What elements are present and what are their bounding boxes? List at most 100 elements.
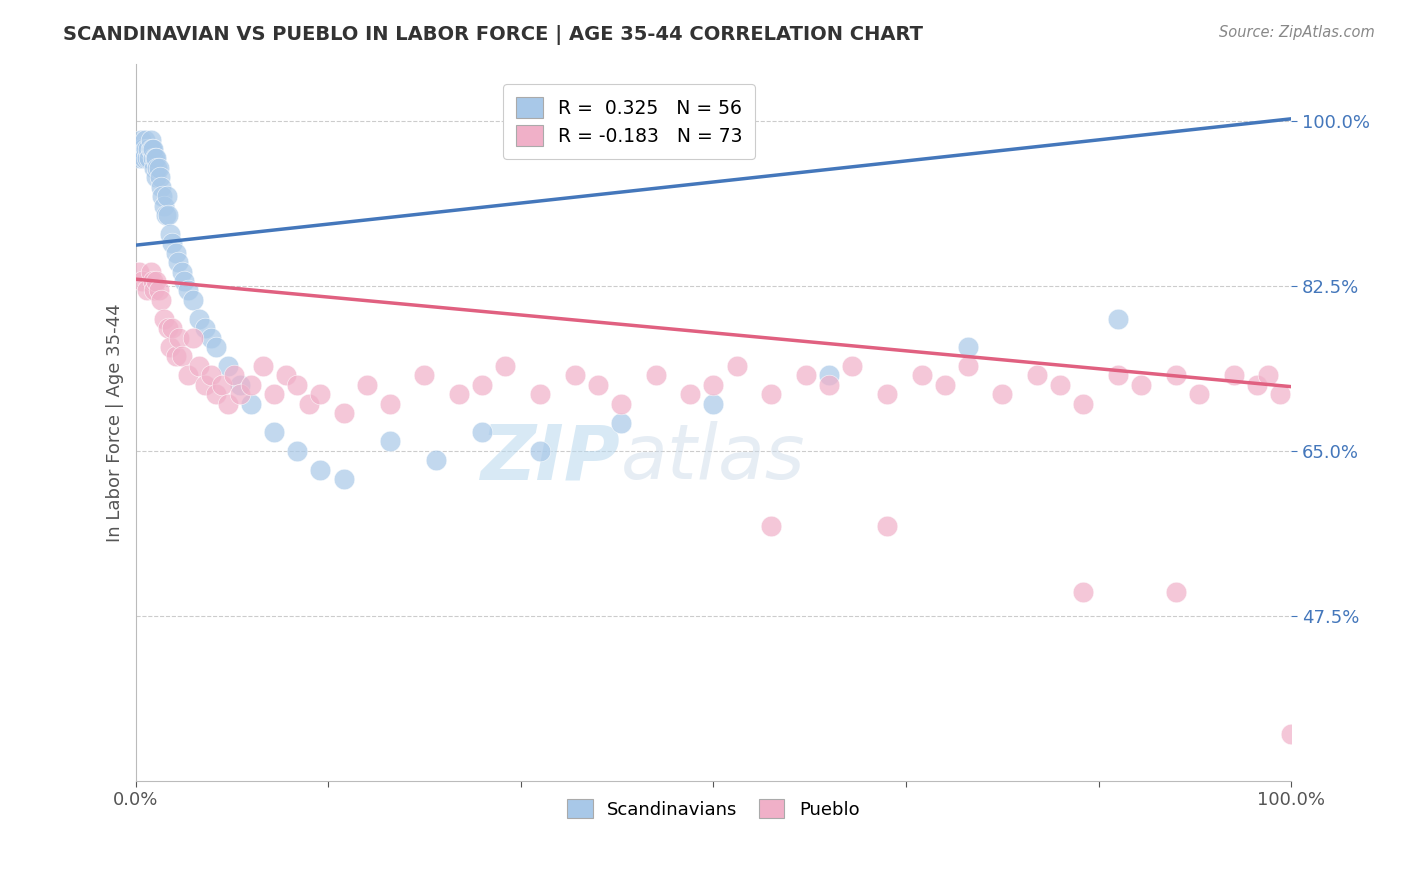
Point	[610, 416, 633, 430]
Point	[188, 311, 211, 326]
Point	[142, 142, 165, 156]
Point	[240, 377, 263, 392]
Point	[153, 198, 176, 212]
Point	[1222, 368, 1244, 383]
Point	[263, 425, 285, 439]
Point	[934, 377, 956, 392]
Point	[139, 142, 162, 156]
Point	[165, 245, 187, 260]
Point	[298, 397, 321, 411]
Point	[1073, 397, 1095, 411]
Point	[170, 264, 193, 278]
Point	[356, 377, 378, 392]
Point	[1107, 311, 1129, 326]
Point	[143, 284, 166, 298]
Point	[240, 397, 263, 411]
Point	[205, 340, 228, 354]
Point	[309, 387, 332, 401]
Point	[181, 331, 204, 345]
Point	[679, 387, 702, 401]
Point	[702, 397, 724, 411]
Point	[309, 463, 332, 477]
Point	[194, 377, 217, 392]
Point	[228, 377, 250, 392]
Point	[564, 368, 586, 383]
Point	[149, 293, 172, 307]
Point	[129, 152, 152, 166]
Text: ZIP: ZIP	[481, 421, 621, 495]
Point	[586, 377, 609, 392]
Point	[332, 406, 354, 420]
Point	[263, 387, 285, 401]
Point	[156, 321, 179, 335]
Point	[170, 350, 193, 364]
Point	[136, 152, 159, 166]
Point	[1246, 377, 1268, 392]
Point	[1268, 387, 1291, 401]
Point	[818, 368, 841, 383]
Point	[142, 152, 165, 166]
Text: Source: ZipAtlas.com: Source: ZipAtlas.com	[1219, 25, 1375, 40]
Point	[471, 425, 494, 439]
Point	[818, 377, 841, 392]
Point	[252, 359, 274, 373]
Point	[702, 377, 724, 392]
Point	[644, 368, 666, 383]
Point	[1281, 727, 1303, 741]
Point	[141, 142, 163, 156]
Point	[167, 255, 190, 269]
Point	[1026, 368, 1049, 383]
Point	[413, 368, 436, 383]
Point	[136, 142, 159, 156]
Point	[285, 377, 308, 392]
Point	[153, 311, 176, 326]
Point	[181, 293, 204, 307]
Point	[1130, 377, 1153, 392]
Point	[173, 274, 195, 288]
Point	[1107, 368, 1129, 383]
Point	[956, 359, 979, 373]
Point	[136, 284, 159, 298]
Point	[761, 519, 783, 533]
Point	[156, 189, 179, 203]
Point	[910, 368, 932, 383]
Point	[425, 453, 447, 467]
Point	[139, 132, 162, 146]
Point	[149, 179, 172, 194]
Text: atlas: atlas	[621, 421, 806, 495]
Point	[188, 359, 211, 373]
Point	[211, 377, 233, 392]
Point	[725, 359, 748, 373]
Point	[159, 227, 181, 241]
Point	[841, 359, 863, 373]
Point	[761, 387, 783, 401]
Point	[131, 142, 153, 156]
Point	[148, 284, 170, 298]
Point	[274, 368, 297, 383]
Point	[332, 472, 354, 486]
Point	[143, 152, 166, 166]
Point	[876, 387, 898, 401]
Point	[449, 387, 471, 401]
Point	[149, 170, 172, 185]
Point	[228, 387, 250, 401]
Point	[876, 519, 898, 533]
Point	[956, 340, 979, 354]
Point	[138, 152, 160, 166]
Point	[1257, 368, 1279, 383]
Point	[134, 132, 156, 146]
Point	[529, 387, 551, 401]
Point	[217, 359, 239, 373]
Point	[135, 142, 157, 156]
Legend: Scandinavians, Pueblo: Scandinavians, Pueblo	[560, 791, 866, 826]
Point	[529, 443, 551, 458]
Point	[194, 321, 217, 335]
Point	[200, 331, 222, 345]
Point	[139, 264, 162, 278]
Point	[471, 377, 494, 392]
Point	[162, 236, 184, 251]
Point	[610, 397, 633, 411]
Point	[155, 208, 177, 222]
Point	[129, 132, 152, 146]
Point	[200, 368, 222, 383]
